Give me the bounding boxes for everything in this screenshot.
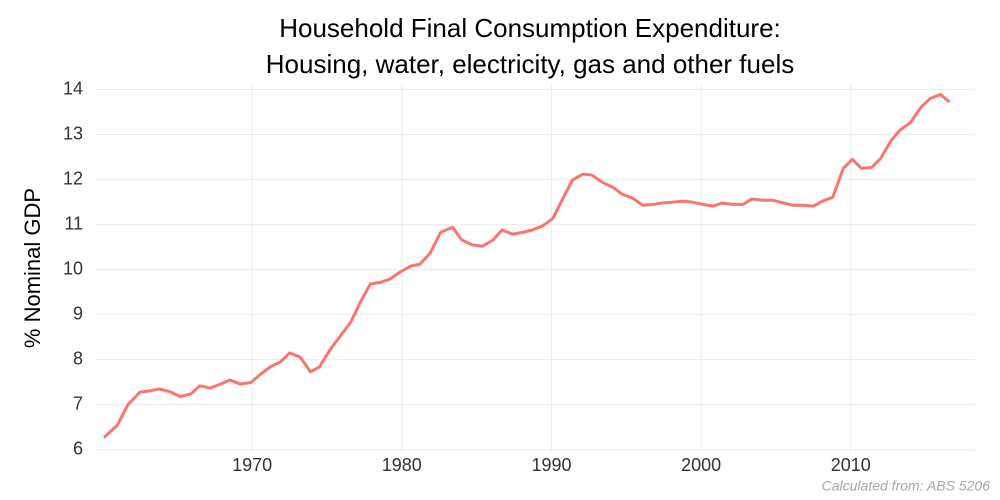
x-tick-label: 2000 [681, 455, 721, 475]
x-tick-label: 2010 [831, 455, 871, 475]
x-tick-label: 1990 [531, 455, 571, 475]
data-line [102, 92, 951, 439]
x-tick-label: 1970 [232, 455, 272, 475]
y-tick-label: 12 [63, 168, 83, 188]
caption: Calculated from: ABS 5206 [822, 478, 991, 494]
y-tick-label: 14 [63, 78, 83, 98]
y-tick-label: 13 [63, 123, 83, 143]
x-tick-label: 1980 [382, 455, 422, 475]
y-tick-label: 11 [64, 213, 83, 233]
y-tick-label: 6 [73, 438, 83, 458]
y-axis-label: % Nominal GDP [20, 188, 45, 348]
y-tick-label: 8 [73, 348, 83, 368]
chart-title: Household Final Consumption Expenditure: [279, 13, 781, 43]
y-tick-label: 10 [63, 258, 83, 278]
chart-title: Housing, water, electricity, gas and oth… [266, 49, 794, 79]
y-tick-label: 9 [73, 303, 83, 323]
y-tick-label: 7 [73, 393, 83, 413]
